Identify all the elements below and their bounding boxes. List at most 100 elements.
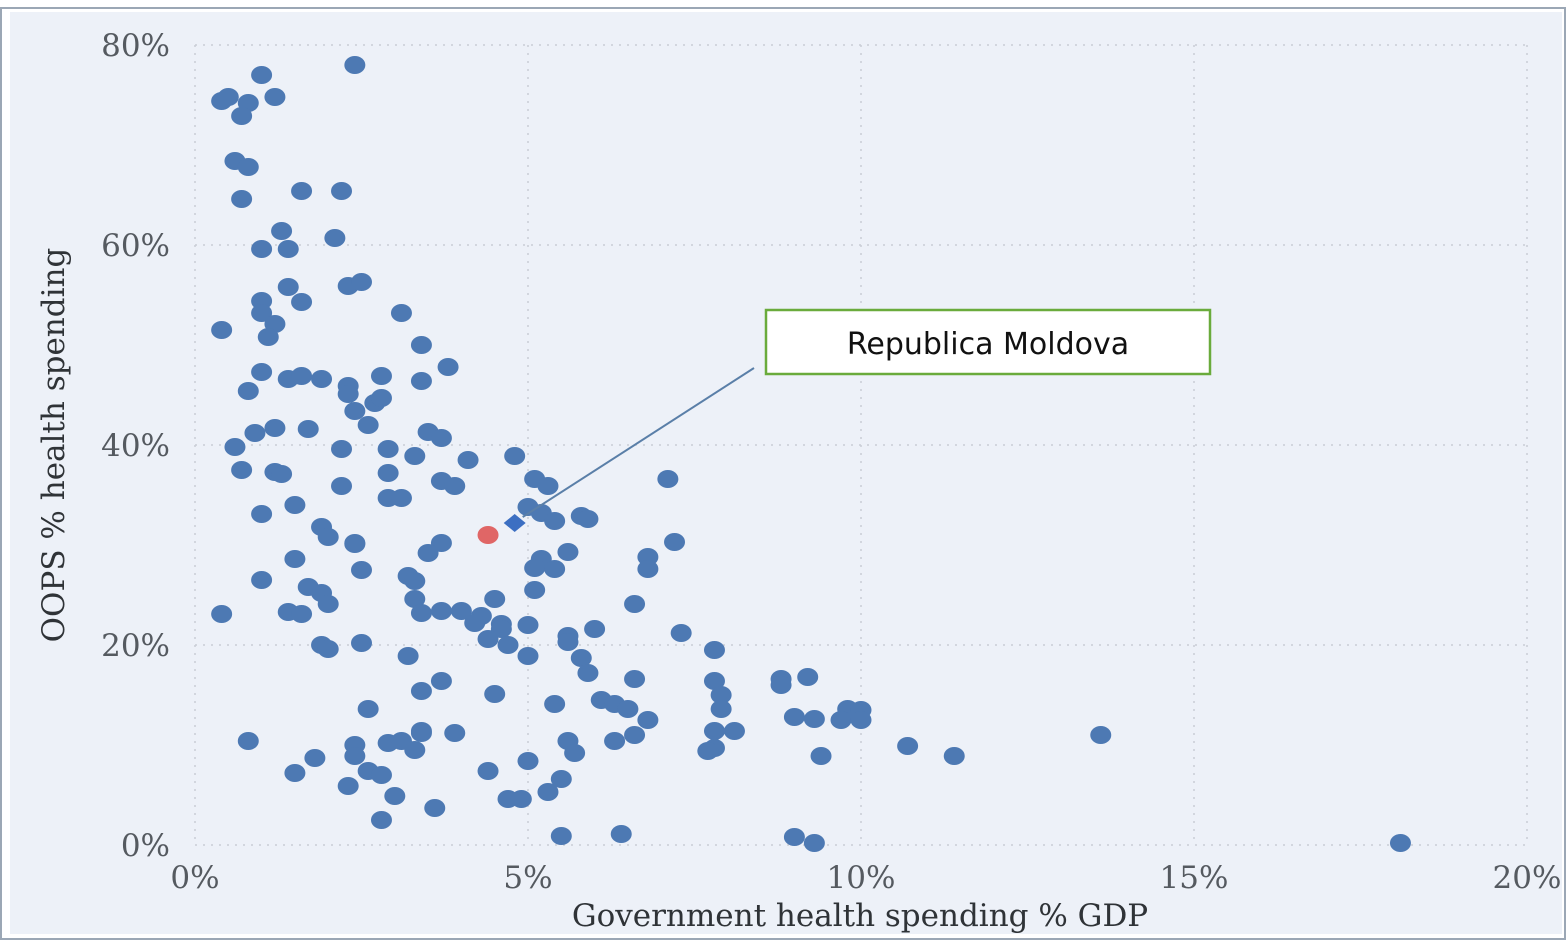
data-point [317, 640, 339, 658]
data-point [404, 572, 426, 590]
data-point [557, 633, 579, 651]
data-point [344, 747, 366, 765]
data-point [277, 278, 299, 296]
x-axis-title: Government health spending % GDP [572, 898, 1148, 934]
data-point [783, 708, 805, 726]
data-point [284, 550, 306, 568]
data-point [1389, 834, 1411, 852]
data-point [297, 420, 319, 438]
callout-leader-line [522, 367, 755, 518]
data-point [404, 741, 426, 759]
data-point [370, 367, 392, 385]
data-point [624, 595, 646, 613]
data-point [264, 88, 286, 106]
data-point [291, 293, 313, 311]
data-point [524, 559, 546, 577]
data-point [510, 790, 532, 808]
data-point [703, 641, 725, 659]
y-axis-title: OOPS % health spending [36, 248, 72, 643]
data-point [430, 672, 452, 690]
data-point [317, 595, 339, 613]
data-point [444, 477, 466, 495]
data-point [810, 747, 832, 765]
data-point [517, 647, 539, 665]
data-point [897, 737, 919, 755]
data-point [770, 676, 792, 694]
data-point [344, 402, 366, 420]
data-point [304, 749, 326, 767]
data-point [703, 672, 725, 690]
data-point [271, 222, 293, 240]
data-point [457, 451, 479, 469]
data-point [231, 107, 253, 125]
data-point [211, 605, 233, 623]
data-point [577, 664, 599, 682]
data-point [664, 533, 686, 551]
x-tick-label: 20% [1493, 860, 1562, 896]
data-point [544, 695, 566, 713]
data-point [237, 382, 259, 400]
data-point [484, 685, 506, 703]
data-point [570, 649, 592, 667]
callout-box [764, 308, 1212, 376]
data-point [464, 614, 486, 632]
data-point [850, 711, 872, 729]
data-point [331, 440, 353, 458]
data-point [397, 647, 419, 665]
data-point [277, 240, 299, 258]
data-point [783, 828, 805, 846]
data-point [410, 722, 432, 740]
data-point [497, 636, 519, 654]
data-point [251, 304, 273, 322]
data-point [617, 700, 639, 718]
data-point [637, 711, 659, 729]
data-point [284, 496, 306, 514]
data-point [317, 528, 339, 546]
callout: Republica Moldova [522, 308, 1212, 518]
data-point [450, 602, 472, 620]
data-point [251, 571, 273, 589]
data-point [331, 182, 353, 200]
data-point [237, 732, 259, 750]
data-point [251, 240, 273, 258]
x-tick-label: 10% [827, 860, 896, 896]
data-point [670, 624, 692, 642]
data-point [404, 590, 426, 608]
data-point [231, 461, 253, 479]
data-point [604, 732, 626, 750]
data-point [803, 834, 825, 852]
data-point [410, 372, 432, 390]
data-point [284, 764, 306, 782]
data-point [251, 363, 273, 381]
data-point [437, 358, 459, 376]
data-point [710, 686, 732, 704]
data-point [1090, 726, 1112, 744]
data-point [257, 328, 279, 346]
data-point [357, 416, 379, 434]
data-point [244, 424, 266, 442]
data-point [477, 630, 499, 648]
data-point [251, 505, 273, 523]
data-point [723, 722, 745, 740]
data-point [424, 799, 446, 817]
data-point [271, 465, 293, 483]
data-point [657, 470, 679, 488]
data-point [357, 700, 379, 718]
y-tick-label: 40% [101, 428, 170, 464]
data-point [537, 477, 559, 495]
data-point [217, 88, 239, 106]
data-point [477, 762, 499, 780]
data-point [943, 747, 965, 765]
data-point [291, 605, 313, 623]
data-point [550, 827, 572, 845]
data-point [550, 770, 572, 788]
data-point [624, 726, 646, 744]
data-point [710, 700, 732, 718]
data-point [517, 752, 539, 770]
callout-label: Republica Moldova [847, 327, 1129, 362]
outer-border [0, 7, 1566, 940]
data-point [237, 158, 259, 176]
y-tick-label: 80% [101, 28, 170, 64]
data-point [577, 510, 599, 528]
data-point [224, 438, 246, 456]
